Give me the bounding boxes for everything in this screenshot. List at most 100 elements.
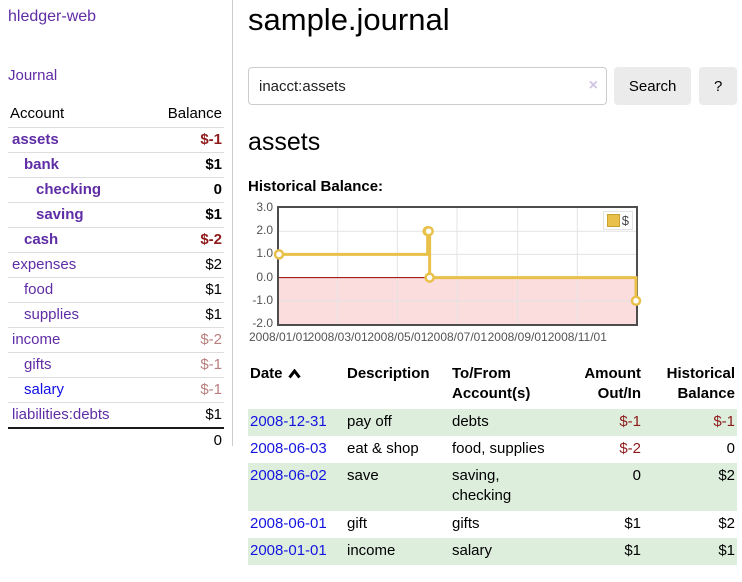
account-link-liabilities-debts[interactable]: liabilities:debts bbox=[12, 406, 110, 423]
transaction-description: income bbox=[347, 541, 396, 559]
accounts-total-value: 0 bbox=[145, 427, 224, 453]
account-balance: $1 bbox=[145, 152, 224, 178]
register-header-date[interactable]: Date bbox=[248, 362, 345, 409]
account-link-cash[interactable]: cash bbox=[24, 231, 59, 248]
account-balance: $1 bbox=[145, 202, 224, 228]
transaction-date-link[interactable]: 2008-12-31 bbox=[250, 412, 327, 430]
legend-swatch-icon bbox=[606, 214, 620, 227]
account-row: assets $-1 bbox=[8, 127, 224, 153]
search-button[interactable]: Search bbox=[613, 67, 692, 105]
account-balance: $-1 bbox=[145, 127, 224, 153]
account-balance: $-2 bbox=[145, 227, 224, 253]
x-axis-tick: 2008/01/01 bbox=[248, 330, 310, 344]
account-row: liabilities:debts $1 bbox=[8, 402, 224, 428]
transaction-balance: $2 bbox=[718, 514, 735, 532]
legend-label: $ bbox=[621, 213, 629, 228]
chart-title: Historical Balance: bbox=[248, 178, 384, 195]
x-axis-tick: 2008/03/01 bbox=[307, 330, 368, 344]
account-link-income[interactable]: income bbox=[12, 331, 61, 348]
register-row: 2008-06-01 gift gifts $1 $2 bbox=[248, 511, 737, 538]
accounts-table-header-row: Account Balance bbox=[8, 102, 224, 128]
sidebar: hledger-web Journal Account Balance asse… bbox=[0, 0, 233, 453]
transaction-balance: 0 bbox=[726, 439, 735, 457]
account-row: salary $-1 bbox=[8, 377, 224, 403]
x-axis-tick: 2008/11/01 bbox=[547, 330, 607, 344]
account-balance: $-2 bbox=[145, 327, 224, 353]
transaction-balance: $-1 bbox=[713, 412, 735, 430]
y-axis-tick: 2.0 bbox=[256, 223, 273, 238]
account-heading: assets bbox=[248, 128, 321, 156]
account-link-gifts[interactable]: gifts bbox=[24, 356, 52, 373]
account-row: checking 0 bbox=[8, 177, 224, 203]
sidebar-item-journal[interactable]: Journal bbox=[8, 67, 58, 84]
transaction-balance: $1 bbox=[718, 541, 735, 559]
transaction-amount: $1 bbox=[624, 514, 641, 532]
page-title: sample.journal bbox=[248, 2, 450, 37]
transaction-date-link[interactable]: 2008-06-02 bbox=[250, 467, 327, 484]
clear-search-icon[interactable]: × bbox=[588, 77, 598, 94]
transaction-accounts: gifts bbox=[452, 514, 480, 532]
register-header-accounts: To/From Account(s) bbox=[452, 365, 531, 403]
register-header-row: Date Description To/From Account(s) Amou… bbox=[248, 362, 737, 409]
transaction-date-link[interactable]: 2008-06-03 bbox=[250, 439, 327, 457]
account-link-expenses[interactable]: expenses bbox=[12, 256, 77, 273]
transaction-accounts: saving, checking bbox=[452, 467, 512, 505]
accounts-total-row: 0 bbox=[8, 427, 224, 453]
account-balance: $-1 bbox=[145, 377, 224, 403]
transaction-description: gift bbox=[347, 514, 368, 532]
transaction-accounts: salary bbox=[452, 541, 493, 559]
account-balance: $-1 bbox=[145, 352, 224, 378]
help-button[interactable]: ? bbox=[699, 67, 737, 105]
x-axis-tick: 2008/09/01 bbox=[487, 330, 548, 344]
account-balance: $1 bbox=[145, 277, 224, 303]
transaction-accounts: debts bbox=[452, 412, 489, 430]
balance-chart: $ 3.0 2.0 1.0 0.0 -1.0 -2.0 2008/01/01 2008/03/… bbox=[248, 200, 737, 345]
account-row: cash $-2 bbox=[8, 227, 224, 253]
account-balance: $1 bbox=[145, 302, 224, 328]
chart-plot-area[interactable]: $ bbox=[273, 206, 642, 326]
transaction-date-link[interactable]: 2008-06-01 bbox=[250, 514, 327, 532]
account-link-salary[interactable]: salary bbox=[24, 381, 65, 398]
account-link-saving[interactable]: saving bbox=[36, 206, 84, 223]
y-axis-tick: 0.0 bbox=[256, 269, 273, 284]
account-link-bank[interactable]: bank bbox=[24, 156, 60, 173]
account-link-food[interactable]: food bbox=[24, 281, 54, 298]
transaction-description: save bbox=[347, 467, 379, 484]
register-table: Date Description To/From Account(s) Amou… bbox=[248, 362, 737, 565]
account-link-assets[interactable]: assets bbox=[12, 131, 59, 148]
account-link-checking[interactable]: checking bbox=[36, 181, 102, 198]
accounts-header-account: Account bbox=[10, 105, 65, 122]
y-axis-tick: 3.0 bbox=[256, 200, 273, 214]
transaction-amount: $-1 bbox=[619, 412, 641, 430]
transaction-date-link[interactable]: 2008-01-01 bbox=[250, 541, 327, 559]
transaction-amount: $1 bbox=[624, 541, 641, 559]
chart-legend: $ bbox=[602, 211, 633, 230]
y-axis-tick: -1.0 bbox=[252, 292, 273, 307]
search-input[interactable] bbox=[248, 67, 607, 105]
register-row: 2008-12-31 pay off debts $-1 $-1 bbox=[248, 408, 737, 436]
account-link-supplies[interactable]: supplies bbox=[24, 306, 80, 323]
x-axis-tick: 2008/07/01 bbox=[426, 330, 488, 344]
transaction-accounts: food, supplies bbox=[452, 439, 545, 457]
account-balance: $1 bbox=[145, 402, 224, 428]
search-form: × Search ? bbox=[248, 67, 737, 105]
caret-up-icon bbox=[287, 369, 301, 379]
account-balance: $2 bbox=[145, 252, 224, 278]
accounts-table: Account Balance assets $-1 bank $1 checking 0… bbox=[8, 102, 224, 453]
register-header-amount: Amount Out/In bbox=[584, 365, 641, 403]
main-content: sample.journal × Search ? assets Histori… bbox=[248, 0, 737, 565]
y-axis-tick: -2.0 bbox=[252, 316, 273, 330]
transaction-description: eat & shop bbox=[347, 439, 419, 457]
transaction-amount: 0 bbox=[632, 467, 641, 484]
account-row: gifts $-1 bbox=[8, 352, 224, 378]
account-row: expenses $2 bbox=[8, 252, 224, 278]
account-row: saving $1 bbox=[8, 202, 224, 228]
register-header-balance: Historical Balance bbox=[666, 365, 735, 403]
account-row: bank $1 bbox=[8, 152, 224, 178]
register-header-description: Description bbox=[347, 365, 430, 382]
account-row: supplies $1 bbox=[8, 302, 224, 328]
x-axis-tick: 2008/05/01 bbox=[367, 330, 428, 344]
app-title-link[interactable]: hledger-web bbox=[8, 8, 97, 25]
register-row: 2008-06-02 save saving, checking 0 $2 bbox=[248, 463, 737, 511]
account-row: income $-2 bbox=[8, 327, 224, 353]
